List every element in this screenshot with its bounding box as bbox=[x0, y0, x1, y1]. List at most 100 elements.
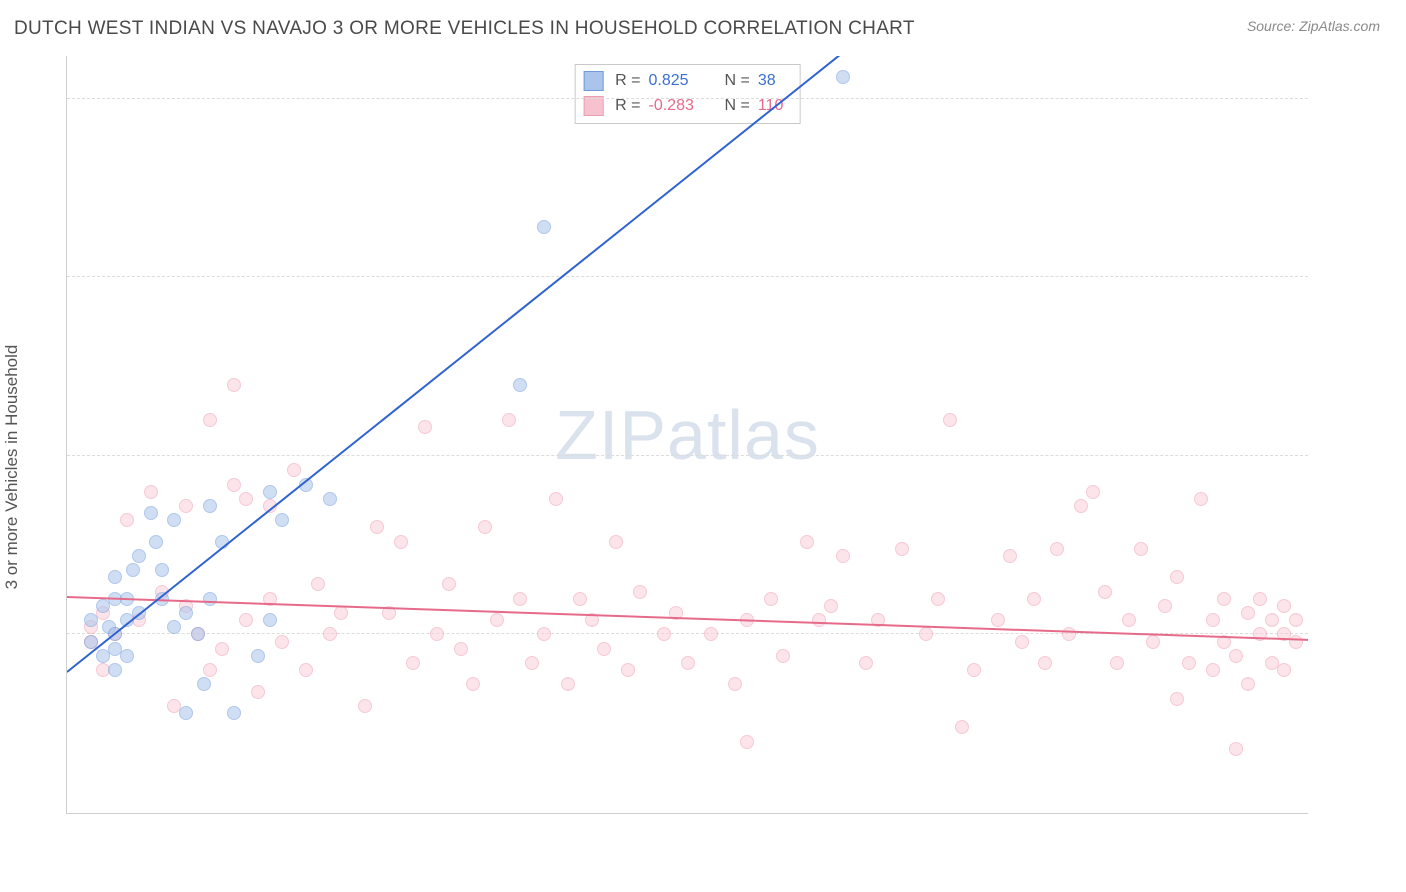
data-point bbox=[1134, 542, 1148, 556]
data-point bbox=[323, 492, 337, 506]
data-point bbox=[275, 635, 289, 649]
data-point bbox=[454, 642, 468, 656]
data-point bbox=[1050, 542, 1064, 556]
data-point bbox=[263, 485, 277, 499]
data-point bbox=[1122, 613, 1136, 627]
data-point bbox=[358, 699, 372, 713]
x-tick bbox=[1284, 813, 1285, 814]
data-point bbox=[1253, 592, 1267, 606]
data-point bbox=[251, 685, 265, 699]
legend-swatch bbox=[583, 96, 603, 116]
data-point bbox=[227, 706, 241, 720]
data-point bbox=[203, 663, 217, 677]
data-point bbox=[1027, 592, 1041, 606]
data-point bbox=[227, 478, 241, 492]
data-point bbox=[406, 656, 420, 670]
data-point bbox=[299, 663, 313, 677]
data-point bbox=[513, 592, 527, 606]
data-point bbox=[1194, 492, 1208, 506]
data-point bbox=[1206, 663, 1220, 677]
gridline bbox=[67, 276, 1308, 277]
data-point bbox=[1170, 692, 1184, 706]
data-point bbox=[1074, 499, 1088, 513]
x-tick bbox=[377, 813, 378, 814]
watermark-b: atlas bbox=[667, 396, 820, 474]
data-point bbox=[1086, 485, 1100, 499]
data-point bbox=[537, 627, 551, 641]
data-point bbox=[203, 499, 217, 513]
data-point bbox=[657, 627, 671, 641]
x-tick bbox=[950, 813, 951, 814]
data-point bbox=[609, 535, 623, 549]
data-point bbox=[812, 613, 826, 627]
page-title: DUTCH WEST INDIAN VS NAVAJO 3 OR MORE VE… bbox=[14, 18, 915, 40]
data-point bbox=[197, 677, 211, 691]
x-tick bbox=[234, 813, 235, 814]
data-point bbox=[167, 620, 181, 634]
data-point bbox=[776, 649, 790, 663]
data-point bbox=[704, 627, 718, 641]
x-tick bbox=[91, 813, 92, 814]
data-point bbox=[1217, 592, 1231, 606]
data-point bbox=[442, 577, 456, 591]
data-point bbox=[681, 656, 695, 670]
data-point bbox=[203, 413, 217, 427]
data-point bbox=[1229, 742, 1243, 756]
data-point bbox=[513, 378, 527, 392]
data-point bbox=[466, 677, 480, 691]
x-tick bbox=[1093, 813, 1094, 814]
gridline bbox=[67, 98, 1308, 99]
data-point bbox=[502, 413, 516, 427]
data-point bbox=[179, 606, 193, 620]
data-point bbox=[430, 627, 444, 641]
data-point bbox=[1277, 599, 1291, 613]
data-point bbox=[525, 656, 539, 670]
data-point bbox=[597, 642, 611, 656]
data-point bbox=[191, 627, 205, 641]
data-point bbox=[144, 506, 158, 520]
data-point bbox=[549, 492, 563, 506]
legend-row: R =0.825N =38 bbox=[583, 69, 792, 94]
data-point bbox=[203, 592, 217, 606]
data-point bbox=[859, 656, 873, 670]
data-point bbox=[1277, 663, 1291, 677]
data-point bbox=[1241, 677, 1255, 691]
data-point bbox=[227, 378, 241, 392]
data-point bbox=[370, 520, 384, 534]
data-point bbox=[836, 549, 850, 563]
data-point bbox=[1146, 635, 1160, 649]
data-point bbox=[1170, 570, 1184, 584]
data-point bbox=[740, 735, 754, 749]
data-point bbox=[334, 606, 348, 620]
data-point bbox=[1182, 656, 1196, 670]
watermark: ZIPatlas bbox=[555, 395, 820, 475]
data-point bbox=[287, 463, 301, 477]
data-point bbox=[621, 663, 635, 677]
data-point bbox=[179, 706, 193, 720]
data-point bbox=[1098, 585, 1112, 599]
data-point bbox=[764, 592, 778, 606]
data-point bbox=[263, 613, 277, 627]
plot-area: ZIPatlas R =0.825N =38R =-0.283N =110 Du… bbox=[66, 56, 1308, 814]
data-point bbox=[1003, 549, 1017, 563]
data-point bbox=[1015, 635, 1029, 649]
correlation-chart: 3 or more Vehicles in Household ZIPatlas… bbox=[40, 50, 1390, 864]
data-point bbox=[478, 520, 492, 534]
data-point bbox=[120, 649, 134, 663]
x-tick bbox=[807, 813, 808, 814]
data-point bbox=[323, 627, 337, 641]
data-point bbox=[561, 677, 575, 691]
data-point bbox=[108, 570, 122, 584]
data-point bbox=[633, 585, 647, 599]
source-label: Source: ZipAtlas.com bbox=[1247, 18, 1380, 34]
watermark-a: ZIP bbox=[555, 396, 667, 474]
data-point bbox=[490, 613, 504, 627]
data-point bbox=[239, 492, 253, 506]
data-point bbox=[311, 577, 325, 591]
data-point bbox=[1229, 649, 1243, 663]
data-point bbox=[108, 663, 122, 677]
x-tick bbox=[664, 813, 665, 814]
data-point bbox=[1265, 613, 1279, 627]
data-point bbox=[1289, 613, 1303, 627]
data-point bbox=[537, 220, 551, 234]
